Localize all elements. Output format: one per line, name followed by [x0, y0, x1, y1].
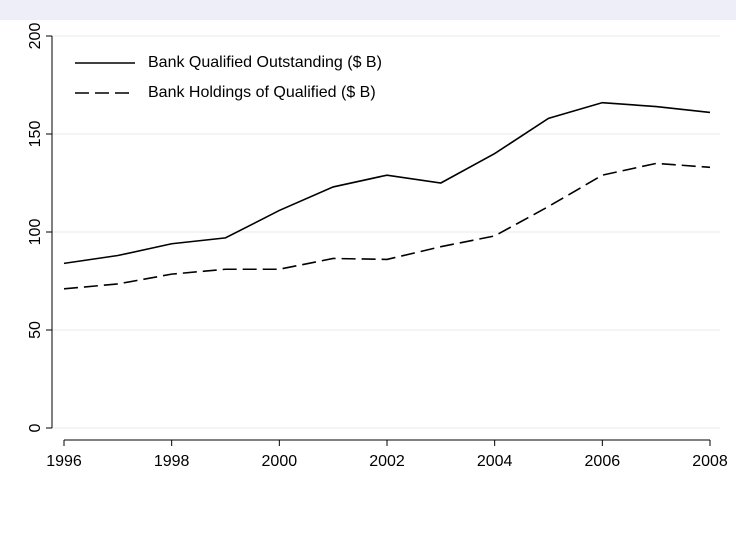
y-tick-label: 0 [27, 423, 44, 432]
x-tick-label: 2002 [369, 453, 405, 470]
window-band [0, 0, 736, 20]
legend-label: Bank Qualified Outstanding ($ B) [148, 54, 382, 71]
x-tick-label: 2004 [477, 453, 513, 470]
legend-label: Bank Holdings of Qualified ($ B) [148, 84, 376, 101]
series-line [63, 101, 711, 265]
y-tick-label: 100 [27, 219, 44, 246]
y-tick-label: 150 [27, 121, 44, 148]
x-tick-label: 2000 [262, 453, 298, 470]
y-tick-label: 200 [27, 23, 44, 50]
x-tick-label: 1998 [154, 453, 190, 470]
x-tick-label: 1996 [46, 453, 82, 470]
y-tick-label: 50 [27, 321, 44, 339]
plot-background [0, 20, 736, 536]
series-line [63, 162, 711, 290]
x-tick-label: 2006 [585, 453, 621, 470]
x-tick-label: 2008 [692, 453, 728, 470]
